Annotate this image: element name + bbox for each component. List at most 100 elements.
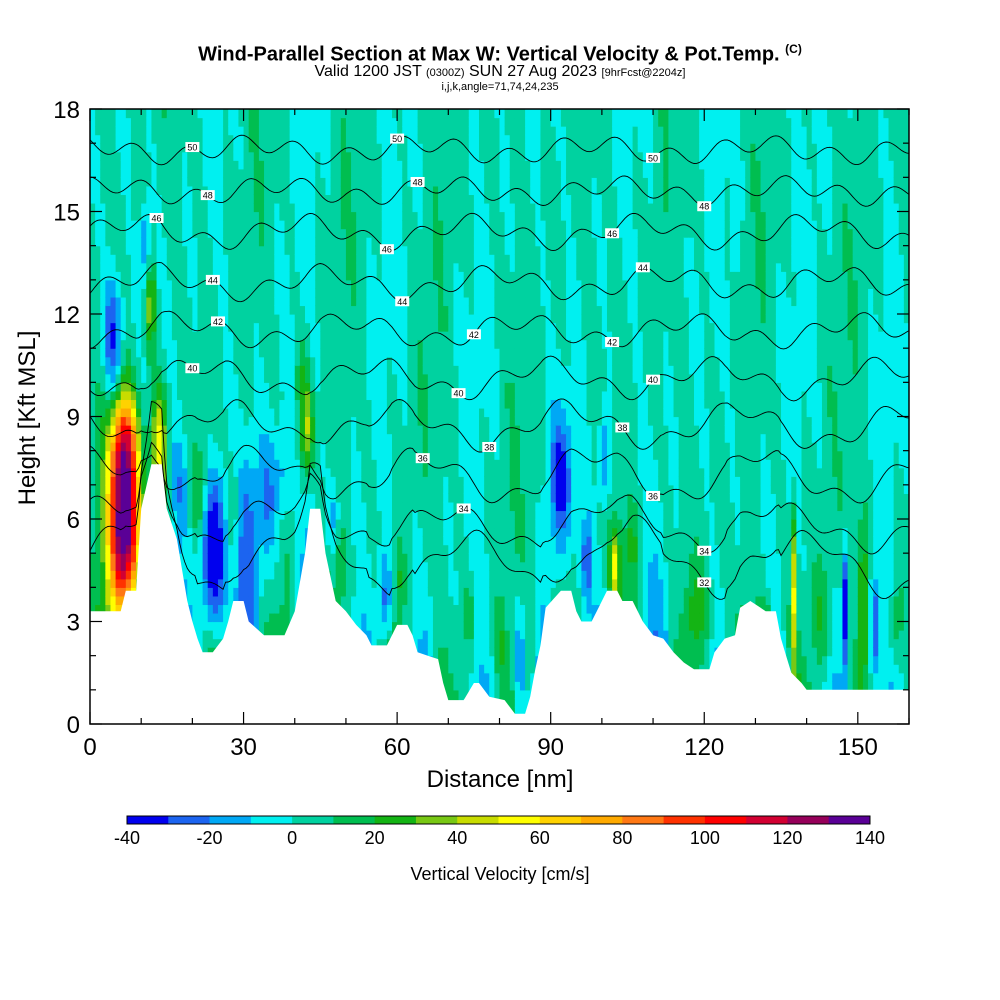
w-cell	[156, 279, 163, 289]
w-cell	[376, 382, 383, 392]
w-cell	[284, 117, 291, 127]
w-cell	[120, 220, 127, 230]
w-cell	[264, 416, 270, 426]
w-cell	[304, 254, 311, 264]
w-cell	[294, 510, 301, 520]
w-cell	[125, 570, 132, 580]
w-cell	[207, 296, 214, 307]
w-cell	[432, 339, 439, 349]
w-cell	[284, 604, 291, 614]
w-cell	[182, 117, 188, 127]
w-cell	[427, 211, 434, 221]
w-cell	[197, 553, 204, 563]
w-cell	[386, 314, 393, 324]
w-cell	[258, 220, 265, 230]
w-cell	[284, 612, 291, 623]
w-cell	[130, 143, 137, 153]
w-cell	[192, 271, 199, 281]
w-cell	[233, 228, 240, 238]
w-cell	[294, 126, 301, 136]
w-cell	[197, 587, 204, 597]
w-cell	[100, 476, 106, 486]
w-cell	[171, 117, 178, 127]
w-cell	[243, 527, 250, 537]
w-cell	[376, 245, 383, 255]
w-cell	[217, 322, 224, 332]
w-cell	[223, 450, 229, 460]
w-cell	[443, 553, 449, 563]
w-cell	[427, 467, 434, 477]
w-cell	[274, 570, 280, 580]
w-cell	[407, 271, 414, 281]
w-cell	[340, 177, 347, 187]
w-cell	[427, 194, 434, 204]
w-cell	[376, 459, 383, 469]
w-cell	[299, 536, 306, 546]
w-cell	[284, 425, 291, 435]
w-cell	[228, 390, 234, 401]
w-cell	[438, 228, 444, 238]
w-cell	[110, 168, 117, 178]
w-cell	[120, 484, 127, 494]
w-cell	[177, 279, 183, 289]
w-cell	[325, 211, 332, 221]
w-cell	[182, 126, 188, 136]
w-cell	[269, 262, 275, 272]
w-cell	[100, 220, 106, 230]
w-cell	[110, 109, 117, 119]
w-cell	[166, 177, 173, 187]
w-cell	[438, 459, 444, 469]
w-cell	[166, 356, 173, 366]
w-cell	[141, 459, 147, 469]
w-cell	[166, 117, 173, 127]
w-cell	[136, 202, 142, 213]
w-cell	[417, 254, 424, 264]
w-cell	[115, 484, 122, 494]
w-cell	[90, 484, 96, 494]
w-cell	[438, 553, 444, 563]
w-cell	[397, 527, 403, 537]
w-cell	[141, 365, 147, 375]
w-cell	[228, 305, 234, 315]
w-cell	[146, 433, 153, 443]
w-cell	[325, 202, 332, 213]
w-cell	[417, 339, 424, 349]
w-cell	[335, 578, 342, 588]
w-cell	[325, 151, 332, 161]
w-cell	[100, 467, 106, 477]
w-cell	[223, 595, 229, 606]
w-cell	[386, 339, 393, 349]
w-cell	[320, 151, 327, 161]
w-cell	[100, 322, 106, 332]
w-cell	[443, 519, 449, 529]
w-cell	[166, 425, 173, 435]
w-cell	[177, 510, 183, 520]
w-cell	[438, 425, 444, 435]
w-cell	[187, 484, 193, 494]
w-cell	[274, 168, 280, 178]
w-cell	[90, 194, 96, 204]
w-cell	[289, 237, 296, 247]
w-cell	[269, 185, 275, 196]
w-cell	[146, 296, 153, 307]
w-cell	[345, 211, 352, 221]
w-cell	[284, 262, 291, 272]
w-cell	[392, 314, 398, 324]
w-cell	[95, 501, 101, 512]
w-cell	[422, 647, 429, 657]
w-cell	[228, 237, 234, 247]
w-cell	[397, 604, 403, 614]
w-cell	[243, 117, 250, 127]
w-cell	[361, 425, 368, 435]
w-cell	[397, 493, 403, 503]
w-cell	[248, 160, 255, 170]
w-cell	[315, 168, 321, 178]
w-cell	[335, 467, 342, 477]
w-cell	[381, 612, 388, 623]
w-cell	[233, 134, 240, 144]
w-cell	[192, 467, 199, 477]
w-cell	[304, 373, 311, 383]
w-cell	[294, 245, 301, 255]
w-cell	[95, 126, 101, 136]
w-cell	[202, 373, 209, 383]
